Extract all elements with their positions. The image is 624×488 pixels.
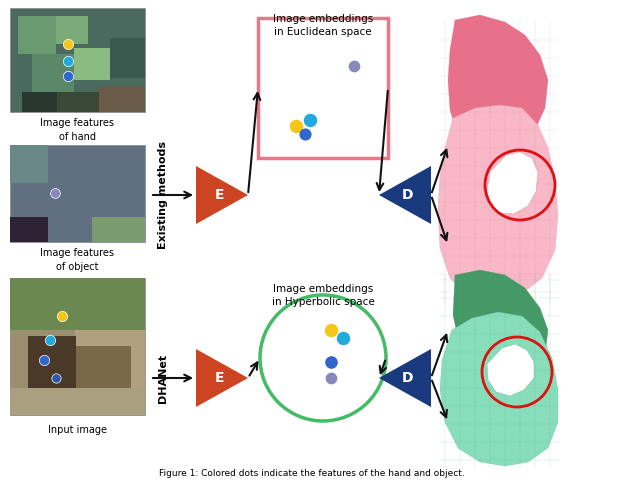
Point [51,374,61,382]
Bar [10,278,145,330]
Bar [10,278,145,415]
Polygon shape [487,152,538,214]
Polygon shape [196,349,248,407]
Polygon shape [440,312,558,466]
Point [326,358,336,366]
Text: E: E [215,188,224,202]
Bar [258,18,388,158]
Bar [28,336,76,388]
Text: Image features
of object: Image features of object [41,248,114,272]
Text: Figure 1: Colored dots indicate the features of the hand and object.: Figure 1: Colored dots indicate the feat… [159,469,465,478]
Bar [110,38,145,78]
Bar [10,8,145,112]
Point [63,72,73,80]
Bar [76,346,131,391]
Bar [32,54,74,92]
Bar [74,48,110,80]
Polygon shape [379,166,431,224]
Text: Image embeddings
in Euclidean space: Image embeddings in Euclidean space [273,14,373,37]
Point [57,312,67,320]
Text: DHANet: DHANet [158,353,168,403]
Polygon shape [438,105,558,302]
Text: Image embeddings
in Hyperbolic space: Image embeddings in Hyperbolic space [271,284,374,307]
Point [326,326,336,334]
Bar [10,330,75,415]
Bar [10,388,145,415]
Point [50,189,60,197]
Point [63,57,73,65]
Polygon shape [487,344,534,396]
Bar [57,92,99,112]
Polygon shape [448,15,548,158]
Circle shape [260,295,386,421]
Point [305,116,315,124]
Bar [10,145,48,183]
Text: E: E [215,371,224,385]
Bar [92,217,145,242]
Text: D: D [402,371,413,385]
Text: Input image: Input image [48,425,107,435]
Bar [99,86,145,112]
Point [338,334,348,342]
Text: Image features
of hand: Image features of hand [41,119,114,142]
Point [63,40,73,48]
Bar [18,16,56,54]
Point [39,356,49,364]
Text: Existing methods: Existing methods [158,141,168,249]
Point [300,130,310,138]
Point [291,122,301,130]
Bar [22,92,57,112]
Bar [10,217,48,242]
Bar [56,16,88,44]
Polygon shape [196,166,248,224]
Polygon shape [379,349,431,407]
Bar [75,330,145,415]
Point [326,374,336,382]
Point [45,336,55,344]
Point [349,62,359,70]
Bar [10,145,145,242]
Text: D: D [402,188,413,202]
Polygon shape [453,270,548,378]
